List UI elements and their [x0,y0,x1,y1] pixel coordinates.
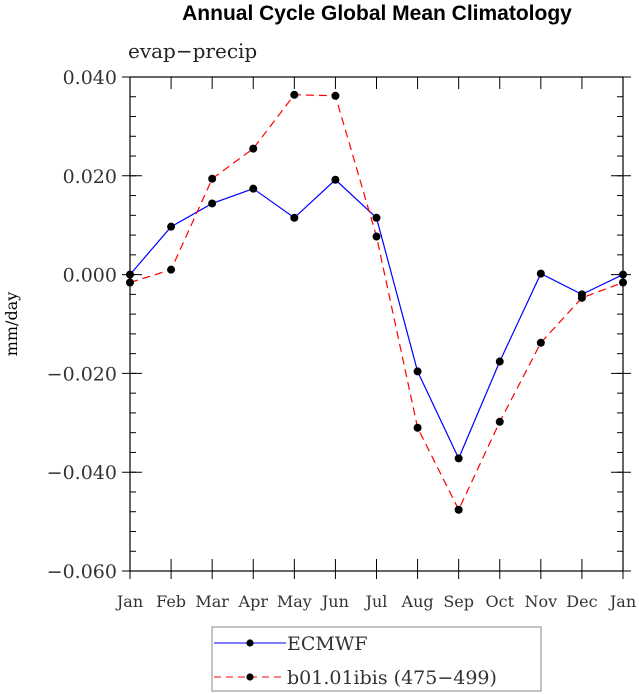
data-point-series-0 [331,175,340,184]
data-point-series-0 [372,213,381,222]
x-tick-label: Nov [524,592,557,611]
data-point-series-1 [454,505,463,514]
data-point-series-0 [208,199,217,208]
data-point-series-1 [208,174,217,183]
data-point-series-0 [290,213,299,222]
data-point-series-1 [536,338,545,347]
y-tick-label: −0.020 [47,363,117,385]
data-point-series-0 [126,270,134,279]
x-tick-label: Oct [485,592,514,611]
data-point-series-0 [167,222,176,231]
data-point-series-1 [167,265,176,274]
y-tick-label: 0.040 [63,67,117,89]
data-point-series-1 [126,278,134,287]
data-point-series-0 [495,357,504,366]
x-tick-label: Sep [443,592,474,611]
chart-subtitle: evap−precip [128,39,257,63]
plot-frame [129,76,624,572]
x-tick-label: May [277,592,312,611]
data-point-series-1 [290,90,299,99]
series-line-1 [129,94,624,512]
legend-label-b01: b01.01ibis (475−499) [287,667,497,689]
x-tick-label: Mar [195,592,229,611]
data-point-series-1 [413,423,422,432]
legend-box [211,626,542,692]
x-tick-label: Jan [115,592,143,611]
data-point-series-1 [372,232,381,241]
y-tick-label: 0.020 [63,166,117,188]
y-tick-label: 0.000 [63,265,117,287]
legend-label-ecmwf: ECMWF [287,633,368,655]
x-tick-label: Jun [320,592,349,611]
data-point-series-0 [619,270,627,279]
data-point-series-1 [331,91,340,100]
x-tick-label: Jul [364,592,388,611]
data-point-series-1 [619,278,627,287]
x-tick-label: Apr [238,592,269,611]
data-point-series-0 [536,269,545,278]
x-tick-label: Dec [566,592,597,611]
chart-title: Annual Cycle Global Mean Climatology [182,2,572,25]
legend-marker-b01 [246,673,254,681]
data-point-series-0 [249,184,258,193]
data-point-series-0 [413,367,422,376]
data-point-series-1 [495,417,504,426]
y-tick-label: −0.040 [47,462,117,484]
legend: ECMWF b01.01ibis (475−499) [211,626,542,692]
x-tick-label: Aug [401,592,434,611]
data-point-series-0 [454,454,463,463]
legend-marker-ecmwf [246,639,254,647]
y-tick-label: −0.060 [47,561,117,583]
data-point-series-1 [249,144,258,153]
data-point-series-1 [577,293,586,302]
y-axis-label: mm/day [2,292,21,357]
x-tick-label: Feb [156,592,186,611]
x-tick-label: Jan [608,592,636,611]
